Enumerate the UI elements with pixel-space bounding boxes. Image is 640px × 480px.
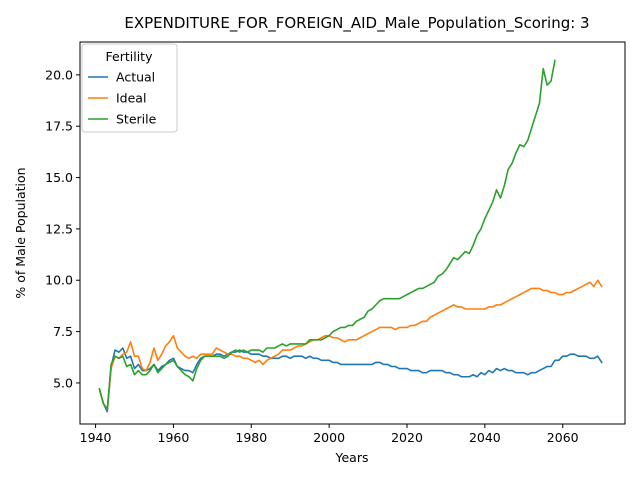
- legend-box: [81, 43, 178, 133]
- legend-label-ideal: Ideal: [116, 91, 146, 106]
- x-tick-label: 2040: [469, 430, 501, 445]
- series-line-actual: [98, 347, 603, 413]
- legend-label-sterile: Sterile: [116, 112, 157, 127]
- x-tick-label: 2000: [313, 430, 345, 445]
- x-tick-label: 2020: [391, 430, 423, 445]
- x-tick-label: 1960: [158, 430, 190, 445]
- plot-area: [98, 59, 603, 413]
- y-tick-label: 7.5: [53, 324, 73, 339]
- y-tick-label: 10.0: [45, 273, 73, 288]
- legend-title: Fertility: [106, 49, 154, 64]
- series-line-ideal: [98, 279, 603, 411]
- series-line-sterile: [98, 59, 556, 411]
- y-tick-label: 17.5: [45, 119, 73, 134]
- y-tick-label: 5.0: [53, 375, 73, 390]
- x-tick-label: 1940: [80, 430, 112, 445]
- y-tick-label: 12.5: [45, 221, 73, 236]
- legend-entries: Actual Ideal Sterile: [88, 70, 157, 127]
- x-tick-label: 2060: [547, 430, 579, 445]
- x-axis: 1940 1960 1980 2000 2020 2040 2060: [80, 424, 579, 445]
- y-tick-label: 15.0: [45, 170, 73, 185]
- x-axis-title: Years: [335, 450, 369, 465]
- x-tick-label: 1980: [235, 430, 267, 445]
- plot-frame: [79, 41, 626, 425]
- chart-title: EXPENDITURE_FOR_FOREIGN_AID_Male_Populat…: [124, 14, 589, 33]
- legend: Fertility Actual Ideal Sterile: [81, 43, 178, 133]
- y-axis-title: % of Male Population: [13, 167, 28, 298]
- y-tick-label: 20.0: [45, 67, 73, 82]
- legend-label-actual: Actual: [116, 70, 155, 85]
- y-axis: 5.0 7.5 10.0 12.5 15.0 17.5 20.0: [45, 67, 80, 390]
